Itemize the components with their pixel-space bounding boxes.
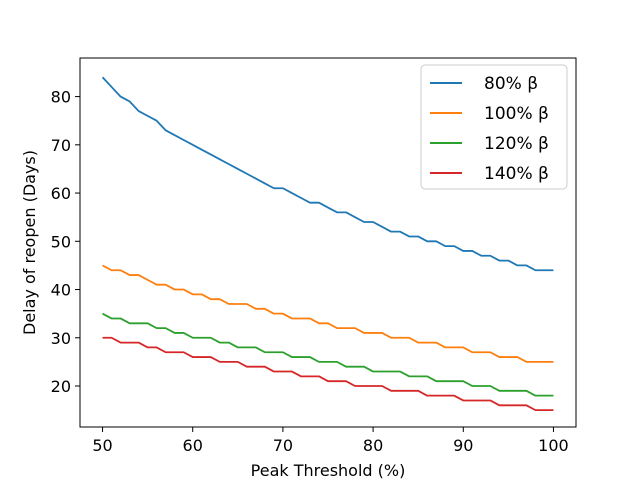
series-line-2 [102, 264, 554, 363]
x-tick-label: 70 [273, 436, 293, 455]
y-axis-label: Delay of reopen (Days) [20, 150, 39, 335]
series-line-1 [101, 76, 554, 272]
legend-label-3: 120% β [484, 134, 549, 154]
y-tick-label: 70 [51, 136, 71, 155]
legend-label-1: 80% β [484, 74, 538, 94]
y-tick-label: 20 [51, 377, 71, 396]
x-tick-label: 80 [363, 436, 383, 455]
x-tick-label: 50 [92, 436, 112, 455]
x-axis-label: Peak Threshold (%) [251, 461, 406, 480]
legend: 80% β 100% β 120% β 140% β [420, 64, 568, 190]
series-layer [101, 76, 554, 412]
x-tick-label: 60 [183, 436, 203, 455]
y-tick-label: 40 [51, 281, 71, 300]
x-tick-label: 100 [538, 436, 569, 455]
y-axis: 20 30 40 50 60 70 80 [51, 88, 80, 396]
x-tick-label: 90 [453, 436, 473, 455]
y-tick-label: 30 [51, 329, 71, 348]
legend-label-4: 140% β [484, 164, 549, 184]
y-tick-label: 50 [51, 232, 71, 251]
legend-label-2: 100% β [484, 104, 549, 124]
plot-frame [79, 57, 577, 428]
y-tick-label: 80 [51, 88, 71, 107]
series-line-3 [102, 312, 554, 397]
series-line-4 [102, 336, 554, 412]
legend-box [420, 64, 568, 190]
y-tick-label: 60 [51, 184, 71, 203]
x-axis: 50 60 70 80 90 100 [92, 427, 569, 455]
